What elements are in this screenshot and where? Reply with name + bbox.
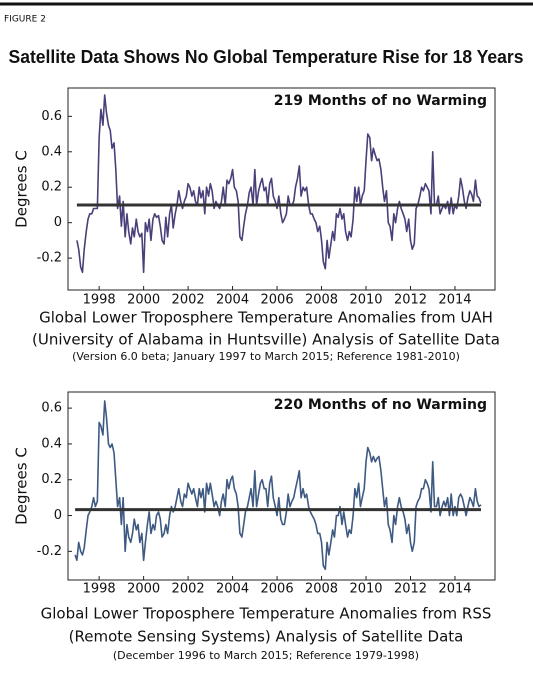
data-line — [76, 94, 482, 274]
x-tick-label: 2014 — [438, 582, 471, 597]
x-tick-label: 2000 — [127, 582, 160, 597]
caption-line: Global Lower Troposphere Temperature Ano… — [39, 309, 493, 327]
y-tick-label: -0.2 — [37, 251, 62, 266]
x-tick-label: 2010 — [349, 582, 382, 597]
x-tick-label: 2012 — [394, 582, 427, 597]
y-tick-label: 0.6 — [41, 109, 62, 124]
y-tick-label: 0.2 — [41, 180, 62, 195]
x-tick-label: 2014 — [438, 293, 471, 308]
caption-line: (Remote Sensing Systems) Analysis of Sat… — [69, 628, 464, 646]
x-tick-label: 2006 — [261, 293, 294, 308]
x-tick-label: 2006 — [261, 582, 294, 597]
annotation: 220 Months of no Warming — [274, 397, 487, 413]
caption-note: (Version 6.0 beta; January 1997 to March… — [72, 350, 460, 363]
x-tick-label: 2000 — [127, 293, 160, 308]
figure-title: Satellite Data Shows No Global Temperatu… — [9, 47, 524, 67]
caption-line: (University of Alabama in Huntsville) An… — [32, 331, 500, 349]
plot-frame — [67, 391, 496, 581]
y-tick-label: 0 — [54, 508, 62, 523]
data-line — [74, 400, 482, 571]
x-tick-label: 2010 — [349, 293, 382, 308]
y-tick-label: 0.4 — [41, 144, 62, 159]
x-tick-label: 1998 — [83, 582, 116, 597]
x-tick-label: 1998 — [83, 293, 116, 308]
y-tick-label: 0 — [54, 215, 62, 230]
x-tick-label: 2008 — [305, 293, 338, 308]
x-tick-label: 2012 — [394, 293, 427, 308]
y-axis-label: Degrees C — [13, 447, 31, 525]
x-tick-label: 2004 — [216, 582, 249, 597]
y-tick-label: 0.2 — [41, 472, 62, 487]
caption-line: Global Lower Troposphere Temperature Ano… — [41, 605, 492, 623]
caption-note: (December 1996 to March 2015; Reference … — [113, 649, 419, 662]
y-tick-label: 0.4 — [41, 436, 62, 451]
y-tick-label: -0.2 — [37, 544, 62, 559]
x-tick-label: 2002 — [172, 582, 205, 597]
x-tick-label: 2002 — [172, 293, 205, 308]
y-axis-label: Degrees C — [13, 150, 31, 228]
x-tick-label: 2004 — [216, 293, 249, 308]
annotation: 219 Months of no Warming — [274, 93, 487, 109]
y-tick-label: 0.6 — [41, 401, 62, 416]
plot-frame — [67, 87, 496, 291]
figure-label: FIGURE 2 — [4, 15, 46, 25]
x-tick-label: 2008 — [305, 582, 338, 597]
